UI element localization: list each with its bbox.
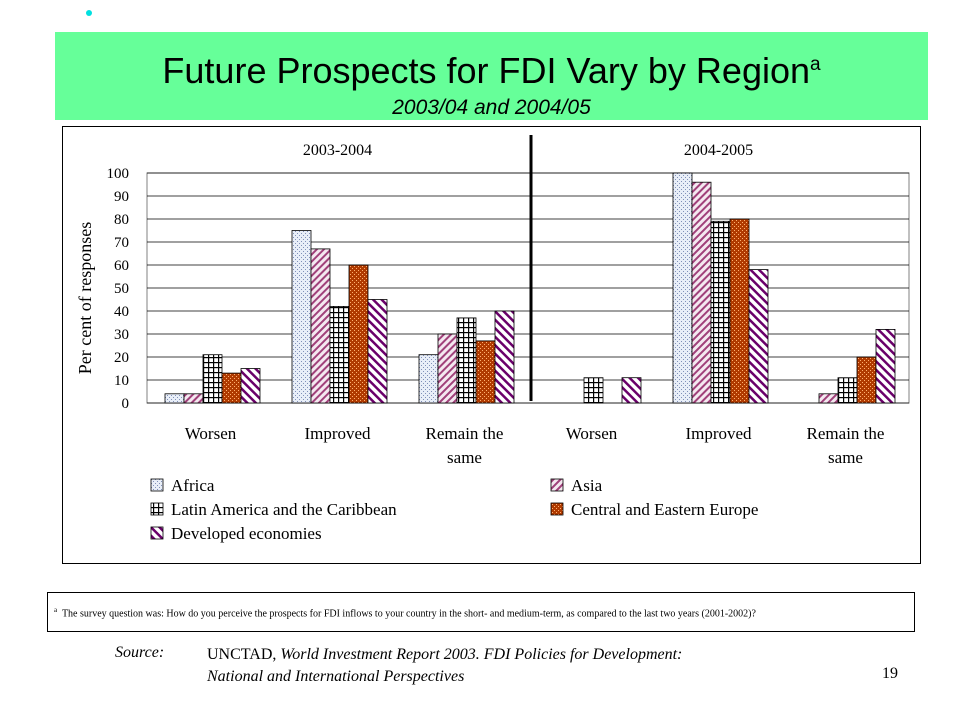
bar <box>672 172 693 404</box>
bar <box>310 248 331 404</box>
bar <box>329 305 350 404</box>
source-title-line1: World Investment Report 2003. FDI Polici… <box>280 646 683 663</box>
bar <box>875 328 896 404</box>
y-tick-label: 10 <box>114 373 129 389</box>
chart-frame: 0 10 20 30 40 50 60 70 80 90 100 Per cent of respon… <box>62 126 921 564</box>
bar <box>240 368 261 404</box>
bar <box>475 340 496 404</box>
legend-label: Central and Eastern Europe <box>571 500 758 519</box>
panel-label: 2003-2004 <box>303 142 372 159</box>
legend-swatch <box>550 478 564 492</box>
legend-swatch <box>150 502 164 516</box>
y-tick-label: 90 <box>114 189 129 205</box>
footnote-marker: a <box>54 606 58 614</box>
bar <box>202 354 223 404</box>
page-subtitle: 2003/04 and 2004/05 <box>392 96 591 119</box>
bar <box>583 377 604 404</box>
legend-label: Developed economies <box>171 524 322 543</box>
legend-label: Africa <box>171 476 215 495</box>
bar-chart: 0 10 20 30 40 50 60 70 80 90 100 Per cent of respon… <box>75 135 910 543</box>
bar <box>748 269 769 404</box>
bar <box>291 230 312 404</box>
legend: Africa Asia Latin America and the Caribbea… <box>150 476 758 543</box>
legend-swatch <box>150 526 164 540</box>
legend-swatch <box>150 478 164 492</box>
bar <box>691 181 712 404</box>
x-tick-label: Remain the same <box>807 424 885 467</box>
y-tick-label: 0 <box>122 396 130 412</box>
y-tick-label: 40 <box>114 304 129 320</box>
panel-label: 2004-2005 <box>684 142 753 159</box>
bar <box>456 317 477 404</box>
title-text: Future Prospects for FDI Vary by Region <box>162 50 810 91</box>
source-org: UNCTAD, <box>207 646 281 663</box>
bar <box>837 377 858 404</box>
y-tick-label: 80 <box>114 212 129 228</box>
x-tick-label: Worsen <box>566 424 618 443</box>
title-banner: Future Prospects for FDI Vary by Regiona… <box>55 32 928 120</box>
bars <box>164 172 896 404</box>
bar <box>183 393 204 404</box>
x-tick-label: Improved <box>304 424 371 443</box>
bar <box>437 333 458 404</box>
bar <box>729 218 750 404</box>
bar <box>621 377 642 404</box>
y-tick-label: 50 <box>114 281 129 297</box>
footnote-text: The survey question was: How do you perc… <box>61 608 756 620</box>
legend-label: Latin America and the Caribbean <box>171 500 397 519</box>
y-tick-label: 30 <box>114 327 129 343</box>
bar <box>367 299 388 404</box>
legend-label: Asia <box>571 476 603 495</box>
source-label: Source: <box>115 644 165 661</box>
bar <box>818 393 839 404</box>
bar <box>221 372 242 404</box>
bar <box>494 310 515 404</box>
source-title-line2: National and International Perspectives <box>207 668 465 685</box>
legend-swatch <box>550 502 564 516</box>
axes: 0 10 20 30 40 50 60 70 80 90 100 Per cent of respon… <box>75 135 884 467</box>
y-axis-label: Per cent of responses <box>75 222 95 374</box>
title-superscript: a <box>810 54 821 75</box>
y-tick-label: 100 <box>107 166 130 182</box>
y-tick-label: 20 <box>114 350 129 366</box>
gridlines <box>146 172 910 404</box>
source-citation: UNCTAD, World Investment Report 2003. FD… <box>207 644 682 688</box>
x-tick-label: Remain the same <box>426 424 504 467</box>
bar <box>710 220 731 404</box>
bar <box>164 393 185 404</box>
bullet-dot-1 <box>86 10 92 16</box>
bar <box>856 356 877 404</box>
footnote-box: a The survey question was: How do you pe… <box>47 592 915 632</box>
y-tick-label: 60 <box>114 258 129 274</box>
bar <box>418 354 439 404</box>
footnote: a The survey question was: How do you pe… <box>54 606 756 619</box>
x-tick-label: Worsen <box>185 424 237 443</box>
x-tick-label: Improved <box>685 424 752 443</box>
page-title: Future Prospects for FDI Vary by Regiona <box>55 50 928 92</box>
page-number: 19 <box>882 665 898 682</box>
y-tick-label: 70 <box>114 235 129 251</box>
bar <box>348 264 369 404</box>
